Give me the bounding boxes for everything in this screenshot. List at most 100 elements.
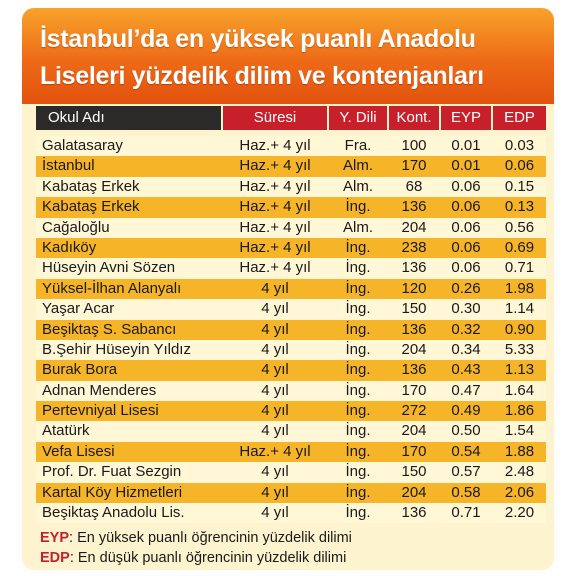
cell-language: İng. xyxy=(345,340,371,358)
cell-school-name: Burak Bora xyxy=(42,361,118,379)
cell-quota: 136 xyxy=(401,259,427,277)
cell-edp: 2.06 xyxy=(504,483,535,501)
cell-language: İng. xyxy=(345,279,371,297)
cell-language: Alm. xyxy=(343,157,373,175)
cell-eyp: 0.06 xyxy=(451,218,481,236)
table-row: Adnan Menderes 4 yıl İng. 170 0.47 1.64 xyxy=(36,380,546,402)
cell-language: İng. xyxy=(345,381,371,399)
cell-eyp: 0.50 xyxy=(451,422,481,440)
cell-eyp: 0.06 xyxy=(451,238,481,256)
cell-quota: 136 xyxy=(401,504,427,522)
cell-edp: 0.15 xyxy=(504,177,535,195)
cell-school-name: Pertevniyal Lisesi xyxy=(42,402,159,420)
cell-quota: 204 xyxy=(401,218,427,236)
cell-eyp: 0.06 xyxy=(451,198,481,216)
cell-quota: 272 xyxy=(401,402,427,420)
cell-language: İng. xyxy=(345,402,371,420)
cell-duration: Haz.+ 4 yıl xyxy=(239,177,311,195)
cell-quota: 136 xyxy=(401,320,427,338)
cell-school-name: Beşiktaş S. Sabancı xyxy=(42,320,177,338)
cell-quota: 170 xyxy=(401,157,427,175)
cell-eyp: 0.01 xyxy=(451,137,481,154)
cell-school-name: Kadıköy xyxy=(42,238,97,256)
legend-key: EYP xyxy=(40,530,70,546)
cell-edp: 1.88 xyxy=(504,442,535,460)
cell-eyp: 0.32 xyxy=(451,320,481,338)
cell-edp: 0.56 xyxy=(504,218,535,236)
cell-school-name: Kabataş Erkek xyxy=(42,177,140,195)
cell-duration: 4 yıl xyxy=(261,300,289,318)
cell-eyp: 0.57 xyxy=(451,463,481,481)
header-language: Y. Dili xyxy=(329,106,387,130)
cell-eyp: 0.47 xyxy=(451,381,481,399)
cell-edp: 0.03 xyxy=(504,137,535,154)
cell-language: Alm. xyxy=(343,177,373,195)
header-school-name: Okul Adı xyxy=(36,106,221,130)
cell-language: İng. xyxy=(345,198,371,216)
cell-eyp: 0.26 xyxy=(451,279,481,297)
cell-eyp: 0.30 xyxy=(451,300,481,318)
cell-quota: 204 xyxy=(401,340,427,358)
cell-edp: 0.69 xyxy=(504,238,535,256)
cell-eyp: 0.06 xyxy=(451,259,481,277)
cell-eyp: 0.49 xyxy=(451,402,481,420)
cell-duration: 4 yıl xyxy=(261,279,289,297)
table-row: Hüseyin Avni Sözen Haz.+ 4 yıl İng. 136 0.06… xyxy=(36,258,546,279)
cell-duration: Haz.+ 4 yıl xyxy=(239,238,311,256)
cell-school-name: Yaşar Acar xyxy=(42,300,115,318)
table-row: Atatürk 4 yıl İng. 204 0.50 1.54 xyxy=(36,421,546,442)
cell-duration: Haz.+ 4 yıl xyxy=(239,157,311,175)
cell-edp: 1.98 xyxy=(504,279,535,297)
cell-language: İng. xyxy=(345,361,371,379)
cell-edp: 1.13 xyxy=(504,361,535,379)
header-quota: Kont. xyxy=(389,106,439,130)
table-row: Prof. Dr. Fuat Sezgin 4 yıl İng. 150 0.57 2.4… xyxy=(36,462,546,483)
cell-school-name: Galatasaray xyxy=(42,137,123,154)
cell-quota: 100 xyxy=(401,137,427,154)
cell-language: İng. xyxy=(345,422,371,440)
legend-text: : En düşük puanlı öğrencinin yüzdelik di… xyxy=(69,550,347,566)
table-row: Beşiktaş Anadolu Lis. 4 yıl İng. 136 0.71 2.2… xyxy=(36,503,546,524)
cell-school-name: Adnan Menderes xyxy=(42,381,157,399)
title-band: İstanbul’da en yüksek puanlı Anadolu Lis… xyxy=(22,8,554,104)
cell-language: İng. xyxy=(345,238,371,256)
legend-notes: EYP: En yüksek puanlı öğrencinin yüzdeli… xyxy=(40,528,550,568)
cell-quota: 150 xyxy=(401,463,427,481)
cell-duration: 4 yıl xyxy=(261,504,289,522)
cell-quota: 238 xyxy=(401,238,427,256)
cell-duration: Haz.+ 4 yıl xyxy=(239,259,311,277)
table-header: Okul Adı Süresi Y. Dili Kont. EYP EDP xyxy=(36,104,546,130)
cell-edp: 0.06 xyxy=(504,157,535,175)
cell-quota: 120 xyxy=(401,279,427,297)
cell-eyp: 0.71 xyxy=(451,504,481,522)
legend-note: EYP: En yüksek puanlı öğrencinin yüzdeli… xyxy=(40,528,550,548)
cell-edp: 0.90 xyxy=(504,320,535,338)
table-row: Cağaloğlu Haz.+ 4 yıl Alm. 204 0.06 0.56 xyxy=(36,217,546,238)
cell-quota: 204 xyxy=(401,422,427,440)
cell-school-name: Beşiktaş Anadolu Lis. xyxy=(42,504,185,522)
table-body: Galatasaray Haz.+ 4 yıl Fra. 100 0.01 0.03 İst… xyxy=(36,136,546,524)
cell-edp: 0.13 xyxy=(504,198,535,216)
cell-edp: 2.48 xyxy=(504,463,535,481)
cell-duration: 4 yıl xyxy=(261,340,289,358)
table-row: Pertevniyal Lisesi 4 yıl İng. 272 0.49 1.86 xyxy=(36,401,546,422)
cell-language: İng. xyxy=(345,320,371,338)
cell-quota: 150 xyxy=(401,300,427,318)
cell-language: İng. xyxy=(345,259,371,277)
cell-quota: 136 xyxy=(401,198,427,216)
header-eyp: EYP xyxy=(441,106,491,130)
cell-quota: 68 xyxy=(405,177,423,195)
cell-edp: 2.20 xyxy=(504,504,535,522)
cell-quota: 136 xyxy=(401,361,427,379)
cell-quota: 204 xyxy=(401,483,427,501)
cell-language: İng. xyxy=(345,483,371,501)
cell-language: İng. xyxy=(345,463,371,481)
cell-duration: 4 yıl xyxy=(261,381,289,399)
table-row: Vefa Lisesi Haz.+ 4 yıl İng. 170 0.54 1.88 xyxy=(36,441,546,463)
cell-school-name: Vefa Lisesi xyxy=(42,442,115,460)
cell-edp: 5.33 xyxy=(504,340,535,358)
cell-duration: 4 yıl xyxy=(261,422,289,440)
table-row: Beşiktaş S. Sabancı 4 yıl İng. 136 0.32 0.90 xyxy=(36,319,546,340)
infographic-card: İstanbul’da en yüksek puanlı Anadolu Lis… xyxy=(22,8,554,570)
cell-eyp: 0.34 xyxy=(451,340,481,358)
